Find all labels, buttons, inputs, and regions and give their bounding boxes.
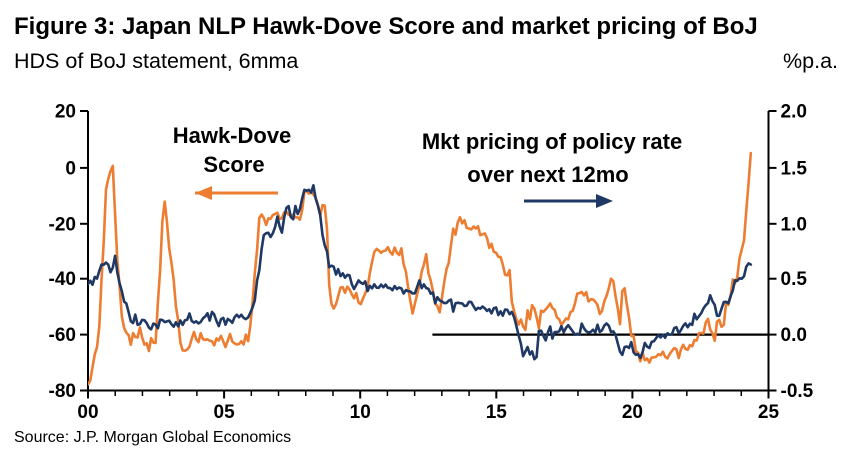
svg-text:0.5: 0.5 [781,269,808,290]
svg-text:Score: Score [203,152,264,177]
svg-text:20: 20 [622,402,643,423]
svg-text:00: 00 [77,402,98,423]
svg-text:Hawk-Dove: Hawk-Dove [173,123,292,148]
svg-text:25: 25 [758,402,780,423]
svg-text:10: 10 [350,402,371,423]
svg-text:Mkt pricing of policy rate: Mkt pricing of policy rate [422,129,682,154]
svg-text:0.0: 0.0 [781,325,807,346]
svg-text:1.5: 1.5 [781,158,808,179]
svg-text:2.0: 2.0 [781,102,807,123]
svg-text:-20: -20 [49,214,76,235]
svg-text:-40: -40 [49,269,76,290]
svg-text:1.0: 1.0 [781,214,807,235]
svg-text:05: 05 [214,402,236,423]
svg-text:-80: -80 [49,381,76,402]
svg-text:15: 15 [486,402,508,423]
svg-text:-60: -60 [49,325,76,346]
svg-text:20: 20 [55,102,76,123]
svg-text:over next 12mo: over next 12mo [467,162,628,187]
svg-text:-0.5: -0.5 [781,381,814,402]
svg-text:0: 0 [65,158,76,179]
